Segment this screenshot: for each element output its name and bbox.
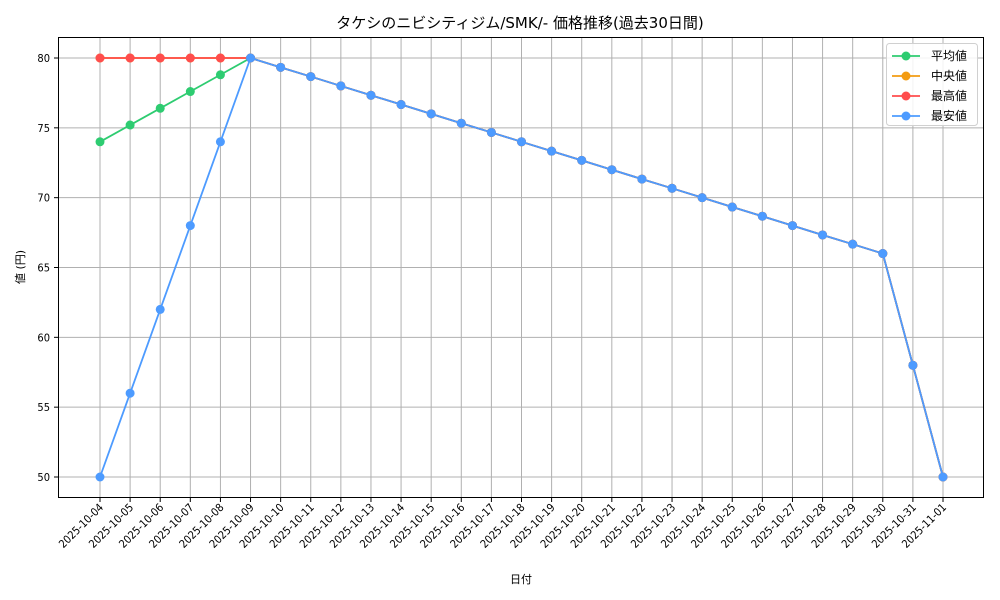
legend-marker-icon [901, 71, 911, 81]
data-point [336, 81, 346, 91]
data-point [155, 53, 165, 63]
legend-label: 最安値 [931, 108, 967, 123]
data-point [818, 230, 828, 240]
data-point [517, 137, 526, 147]
y-tick-label: 50 [37, 471, 50, 484]
data-point [577, 155, 587, 165]
data-point [366, 90, 376, 100]
data-point [396, 100, 406, 110]
grid-lines [58, 37, 984, 498]
x-axis-ticks: 2025-10-042025-10-052025-10-062025-10-07… [56, 497, 949, 551]
x-axis-label: 日付 [510, 573, 532, 586]
legend-label: 中央値 [931, 68, 967, 83]
y-tick-label: 60 [37, 331, 50, 344]
data-point [215, 70, 225, 80]
y-axis-ticks: 50 55 60 65 70 75 80 [37, 52, 59, 484]
y-axis-label: 値 (円) [14, 250, 27, 284]
legend-marker-icon [901, 111, 911, 121]
data-point [878, 249, 888, 259]
data-point [185, 53, 195, 63]
data-point [456, 118, 466, 128]
legend-label: 最高値 [931, 88, 967, 103]
data-point [306, 72, 316, 82]
data-point [547, 146, 557, 156]
y-tick-label: 75 [37, 122, 50, 135]
legend-item: 平均値 [892, 48, 967, 63]
y-tick-label: 65 [37, 262, 50, 275]
data-point [426, 109, 436, 119]
data-point [215, 137, 225, 147]
legend-label: 平均値 [931, 48, 967, 63]
data-point [125, 53, 135, 63]
chart-title: タケシのニビシティジム/SMK/- 価格推移(過去30日間) [336, 14, 703, 32]
legend-marker-icon [901, 51, 911, 61]
data-point [215, 53, 225, 63]
data-point [155, 103, 165, 113]
data-point [486, 127, 496, 137]
data-point [276, 62, 286, 72]
data-point [95, 53, 105, 63]
data-series [95, 53, 948, 482]
data-point [607, 165, 617, 175]
legend-item: 中央値 [892, 68, 967, 83]
data-point [95, 472, 105, 482]
data-point [185, 87, 195, 97]
data-point [125, 120, 135, 130]
legend-item: 最安値 [892, 108, 967, 123]
legend-marker-icon [901, 91, 911, 101]
data-point [697, 193, 707, 203]
data-point [938, 472, 948, 482]
legend-box [886, 43, 978, 126]
data-point [787, 221, 797, 231]
data-point [848, 239, 858, 249]
legend-item: 最高値 [892, 88, 967, 103]
data-point [667, 183, 677, 193]
y-tick-label: 80 [37, 52, 50, 65]
series-最安値 [95, 53, 948, 482]
data-point [155, 304, 165, 314]
y-tick-label: 70 [37, 192, 50, 205]
data-point [637, 174, 647, 184]
data-point [727, 202, 737, 212]
data-point [125, 388, 135, 398]
data-point [908, 360, 918, 370]
data-point [757, 211, 767, 221]
y-tick-label: 55 [37, 401, 50, 414]
data-point [95, 137, 105, 147]
data-point [185, 221, 195, 231]
data-point [246, 53, 256, 63]
